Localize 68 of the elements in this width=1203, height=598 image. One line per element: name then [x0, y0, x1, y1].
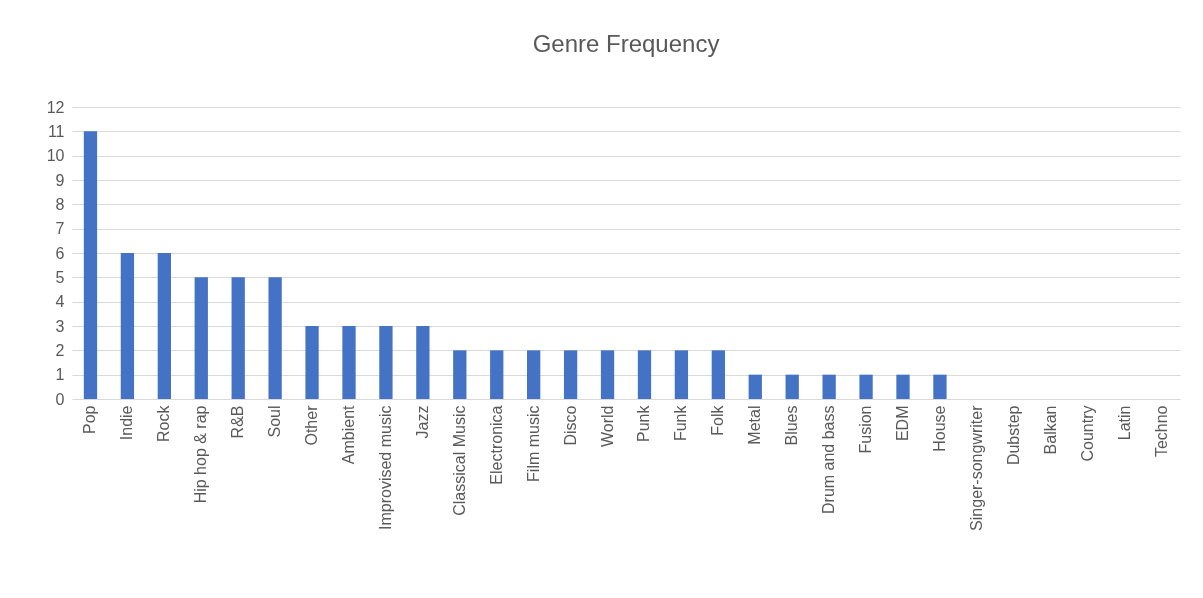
x-tick-label: Country — [1078, 405, 1096, 462]
bar — [637, 350, 652, 399]
x-tick-label: Latin — [1115, 405, 1133, 441]
chart-title: Genre Frequency — [532, 30, 720, 57]
bar — [194, 277, 208, 399]
y-tick-label: 4 — [55, 293, 65, 311]
bar — [896, 374, 910, 399]
bar — [453, 350, 467, 399]
x-tick-label: Blues — [783, 405, 801, 446]
bar — [231, 277, 245, 399]
bar — [490, 350, 504, 399]
x-tick-label: Classical Music — [450, 405, 468, 516]
x-tick-label: Disco — [561, 405, 579, 446]
x-tick-label: Improvised music — [376, 405, 394, 530]
x-tick-label: Jazz — [413, 405, 431, 439]
y-tick-label: 9 — [55, 171, 65, 189]
y-tick-label: 1 — [55, 366, 65, 384]
x-tick-label: R&B — [229, 405, 247, 439]
bar — [785, 374, 799, 399]
y-tick-label: 6 — [55, 244, 65, 262]
x-tick-label: Dubstep — [1004, 405, 1022, 466]
bar — [933, 374, 947, 399]
bar — [83, 131, 98, 399]
bar — [120, 253, 135, 399]
bar — [268, 277, 282, 399]
x-tick-label: Metal — [746, 405, 764, 445]
x-tick-label: Fusion — [857, 405, 875, 454]
y-tick-label: 5 — [55, 268, 65, 286]
x-tick-label: Folk — [709, 404, 727, 436]
y-tick-label: 3 — [55, 317, 65, 335]
x-tick-label: Ambient — [340, 404, 357, 465]
y-tick-label: 11 — [47, 122, 65, 140]
x-tick-label: House — [930, 405, 948, 452]
x-tick-label: Balkan — [1041, 405, 1059, 455]
bar — [563, 350, 578, 399]
x-tick-label: Other — [303, 404, 321, 446]
bar — [157, 253, 171, 399]
x-tick-label: World — [598, 405, 616, 447]
x-tick-label: Soul — [266, 405, 284, 438]
bar — [600, 350, 615, 399]
y-tick-label: 8 — [55, 195, 65, 213]
bar — [416, 326, 430, 399]
x-tick-label: Drum and bass — [820, 405, 838, 514]
y-tick-label: 2 — [55, 341, 65, 359]
bar — [342, 326, 356, 399]
bar — [527, 350, 541, 399]
bar — [859, 374, 873, 399]
y-tick-label: 0 — [55, 390, 65, 408]
x-tick-label: Singer-songwriter — [967, 404, 985, 531]
x-tick-label: Hip hop & rap — [192, 405, 210, 504]
x-tick-label: Film music — [524, 405, 542, 482]
bar — [822, 374, 836, 399]
y-tick-label: 10 — [46, 147, 65, 165]
x-tick-label: Funk — [672, 404, 690, 442]
x-tick-label: Pop — [81, 405, 99, 434]
bar — [674, 350, 689, 399]
x-tick-label: Indie — [118, 405, 136, 441]
y-tick-label: 12 — [46, 98, 65, 116]
x-tick-label: Punk — [635, 404, 653, 442]
y-tick-label: 7 — [55, 220, 65, 238]
x-tick-label: Techno — [1152, 405, 1170, 458]
bar — [379, 326, 393, 399]
x-tick-label: Rock — [155, 404, 173, 442]
x-tick-label: EDM — [894, 405, 911, 442]
bar — [711, 350, 725, 399]
bar — [748, 374, 762, 399]
x-tick-label: Electronica — [487, 405, 505, 485]
bar — [305, 326, 319, 399]
